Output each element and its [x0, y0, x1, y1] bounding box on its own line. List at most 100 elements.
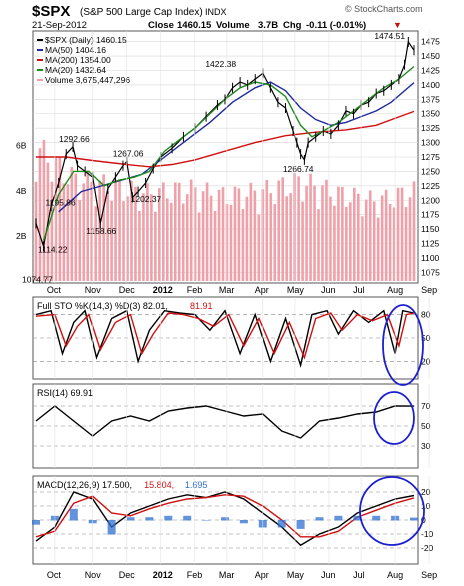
- macd-hist-bar: [315, 517, 324, 521]
- volume-bar: [301, 201, 304, 281]
- annotation-7: 1266.74: [283, 164, 314, 174]
- volume-bar: [273, 204, 277, 281]
- volume-bar: [142, 193, 145, 281]
- volume-bar: [177, 182, 181, 281]
- volume-value: 3.7B: [258, 20, 278, 31]
- chg-value: -0.11 (-0.01%): [306, 20, 366, 31]
- annotation-3: 1267.06: [113, 149, 144, 159]
- xtick-macd-4: Feb: [187, 570, 203, 580]
- volume-bar: [185, 194, 189, 281]
- volume-bar: [181, 203, 185, 281]
- xtick-macd-7: May: [287, 570, 305, 580]
- macd-hist-bar: [183, 515, 192, 521]
- volume-bar: [62, 183, 66, 281]
- ytick-price-13: 1400: [421, 80, 440, 90]
- close-label: Close: [148, 20, 174, 31]
- volume-bar: [78, 199, 82, 281]
- volume-bar: [122, 201, 125, 281]
- xtick-macd-9: Jul: [353, 570, 365, 580]
- ytick-price-5: 1200: [421, 195, 440, 205]
- ytick-price-6: 1225: [421, 181, 440, 191]
- volume-bar: [333, 205, 336, 281]
- volume-bar: [150, 194, 153, 281]
- xtick-price-7: May: [287, 285, 305, 295]
- xtick-price-3: 2012: [153, 285, 173, 295]
- volume-bar: [396, 187, 400, 281]
- ytick-macd-0: -20: [421, 543, 434, 553]
- series-signal: [35, 494, 415, 538]
- volume-bar: [297, 176, 300, 281]
- macd-hist-bar: [69, 508, 78, 521]
- xtick-price-2: Dec: [119, 285, 136, 295]
- volume-bar: [118, 179, 121, 281]
- ytick-price-3: 1150: [421, 224, 440, 234]
- xtick-price-11: Sep: [421, 285, 437, 295]
- macd-hist-bar: [410, 517, 418, 521]
- legend-d: 15.804,: [144, 480, 174, 490]
- series-macd: [35, 491, 415, 547]
- volume-bar: [309, 173, 312, 281]
- volume-bar: [193, 187, 197, 281]
- volume-bar: [94, 206, 97, 281]
- macd-hist-bar: [334, 515, 343, 521]
- volume-bar: [70, 167, 74, 281]
- volume-bar: [201, 191, 205, 281]
- volume-bar: [360, 216, 364, 281]
- volume-bar: [229, 204, 233, 281]
- annotation-2: 1292.66: [59, 134, 90, 144]
- volume-bar: [289, 193, 292, 281]
- volume-bar: [158, 188, 161, 281]
- volume-bar: [189, 179, 193, 281]
- volume-bar: [305, 185, 308, 281]
- volume-bar: [341, 186, 344, 281]
- xtick-macd-6: Apr: [255, 570, 269, 580]
- volume-bar: [412, 181, 416, 281]
- volume-bar: [169, 202, 173, 281]
- volume-bar: [404, 207, 408, 281]
- macd-hist-bar: [296, 520, 305, 529]
- volume-bar: [388, 204, 392, 281]
- highlight-circle-rsi: [373, 391, 415, 445]
- price-plot: 1075 1100 1125 1150 1175 1200 1225 1250 1275 1300…: [16, 31, 440, 285]
- ytick-price-14: 1425: [421, 65, 440, 75]
- volume-bar: [66, 184, 70, 281]
- ytick-price-9: 1300: [421, 138, 440, 148]
- volume-bar: [345, 206, 348, 281]
- legend-volume: Volume 3,675,447,296: [45, 75, 130, 85]
- series-d: [35, 312, 415, 360]
- watermark: © StockCharts.com: [345, 4, 423, 14]
- series-ma20: [42, 65, 415, 241]
- volume-bar: [364, 199, 368, 281]
- volume-tick-2: 6B: [16, 141, 27, 151]
- xtick-price-4: Feb: [187, 285, 203, 295]
- volume-bar: [146, 183, 149, 281]
- volume-bar: [82, 183, 86, 281]
- ytick-price-12: 1375: [421, 94, 440, 104]
- volume-bar: [325, 179, 328, 281]
- annotation-6: 1158.66: [86, 226, 116, 236]
- ytick-price-16: 1475: [421, 37, 440, 47]
- ytick-rsi-0: 30: [421, 441, 431, 451]
- highlight-circle-sto: [382, 304, 424, 386]
- ytick-price-4: 1175: [421, 210, 440, 220]
- xtick-price-10: Aug: [387, 285, 403, 295]
- volume-label: Volume: [216, 20, 250, 31]
- xtick-price-6: Apr: [255, 285, 269, 295]
- volume-bar: [233, 186, 237, 281]
- volume-tick-0: 2B: [16, 231, 27, 241]
- ytick-sto-1: 50: [421, 333, 431, 343]
- volume-bar: [58, 156, 62, 281]
- ytick-rsi-2: 70: [421, 401, 431, 411]
- ytick-price-8: 1275: [421, 152, 440, 162]
- macd-hist-bar: [372, 515, 381, 521]
- xtick-macd-2: Dec: [119, 570, 136, 580]
- xtick-macd-0: Oct: [47, 570, 62, 580]
- ytick-price-2: 1125: [421, 239, 440, 249]
- volume-bar: [130, 180, 133, 281]
- chg-label: Chg: [283, 20, 302, 31]
- volume-bar: [353, 187, 356, 281]
- volume-bar: [253, 190, 257, 281]
- xtick-macd-3: 2012: [153, 570, 173, 580]
- volume-bar: [408, 197, 412, 281]
